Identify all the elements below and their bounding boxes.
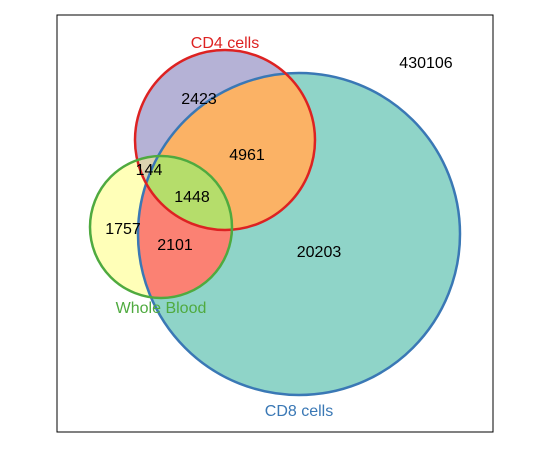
count-wb-cd8: 2101 xyxy=(157,237,193,254)
count-cd4-only: 2423 xyxy=(181,91,217,108)
count-cd8-only: 20203 xyxy=(297,244,342,261)
plot-frame xyxy=(56,14,494,433)
whole-blood-circle-outline xyxy=(88,154,234,300)
count-wb-only: 1757 xyxy=(105,221,141,238)
cd8-set-label: CD8 cells xyxy=(265,403,333,420)
whole-blood-set-label: Whole Blood xyxy=(116,300,207,317)
cd4-set-label: CD4 cells xyxy=(191,35,259,52)
count-cd4-wb: 144 xyxy=(136,162,163,179)
count-cd4-cd8: 4961 xyxy=(229,147,265,164)
count-outside: 430106 xyxy=(399,55,452,72)
count-all-three: 1448 xyxy=(174,189,210,206)
cd4-circle-outline xyxy=(133,48,317,232)
cd4-cd8-overlap-fill xyxy=(138,73,315,230)
cd8-circle-outline xyxy=(136,71,462,397)
